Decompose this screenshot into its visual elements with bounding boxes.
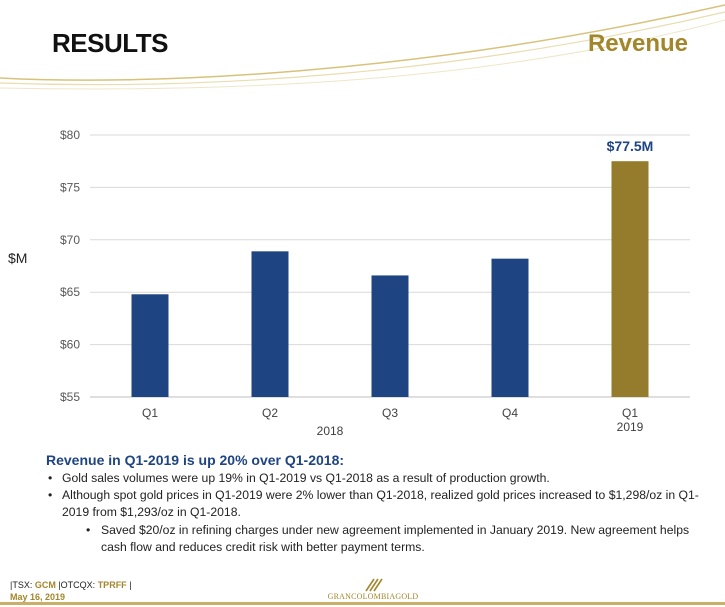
bar bbox=[371, 275, 409, 397]
company-logo: GRANCOLOMBIAGOLD bbox=[318, 575, 428, 603]
footer-gold-line bbox=[0, 602, 725, 605]
x-group-label: 2018 bbox=[317, 424, 344, 438]
y-tick-label: $70 bbox=[60, 233, 80, 247]
y-tick-label: $55 bbox=[60, 390, 80, 404]
page-title: RESULTS bbox=[52, 28, 168, 58]
otc-ticker: TPRFF bbox=[97, 580, 127, 590]
tsx-ticker: GCM bbox=[34, 580, 56, 590]
summary-sub-bullet-refining: Saved $20/oz in refining charges under n… bbox=[46, 522, 711, 556]
summary-heading: Revenue in Q1-2019 is up 20% over Q1-201… bbox=[46, 452, 345, 468]
y-tick-label: $80 bbox=[60, 128, 80, 142]
y-axis-label: $M bbox=[8, 250, 28, 266]
revenue-bar-chart: $55 $60 $65 $70 $75 $80 Q1 Q2 Q3 Q4 Q1 $77.5M 2018 20… bbox=[60, 128, 690, 438]
x-tick-label: Q3 bbox=[382, 406, 398, 420]
header-swoosh bbox=[0, 4, 725, 90]
footer-ticker-info: |TSX: GCM |OTCQX: TPRFF | May 16, 2019 bbox=[10, 579, 132, 603]
logo-mark-icon bbox=[365, 578, 383, 592]
y-tick-label: $60 bbox=[60, 338, 80, 352]
otc-prefix: |OTCQX: bbox=[55, 580, 98, 590]
ticker-line: |TSX: GCM |OTCQX: TPRFF | bbox=[10, 579, 132, 591]
data-label: $77.5M bbox=[607, 138, 654, 154]
x-group-label: 2019 bbox=[617, 420, 644, 434]
summary-bullet-volumes: Gold sales volumes were up 19% in Q1-201… bbox=[46, 470, 711, 487]
x-tick-label: Q1 bbox=[622, 406, 638, 420]
summary-section: Revenue in Q1-2019 is up 20% over Q1-201… bbox=[46, 452, 711, 556]
bar bbox=[251, 251, 289, 397]
section-title: Revenue bbox=[587, 30, 688, 57]
logo-wordmark: GRANCOLOMBIAGOLD bbox=[327, 592, 419, 601]
bar bbox=[611, 161, 649, 397]
bar bbox=[491, 258, 529, 397]
summary-bullet-prices: Although spot gold prices in Q1-2019 wer… bbox=[46, 487, 711, 521]
footer-date: May 16, 2019 bbox=[10, 592, 66, 602]
tsx-prefix: |TSX: bbox=[10, 580, 35, 590]
x-tick-label: Q1 bbox=[142, 406, 158, 420]
y-tick-label: $75 bbox=[60, 180, 80, 194]
x-tick-label: Q4 bbox=[502, 406, 518, 420]
otc-suffix: | bbox=[126, 580, 132, 590]
bar bbox=[131, 294, 169, 397]
y-tick-label: $65 bbox=[60, 285, 80, 299]
x-tick-label: Q2 bbox=[262, 406, 278, 420]
